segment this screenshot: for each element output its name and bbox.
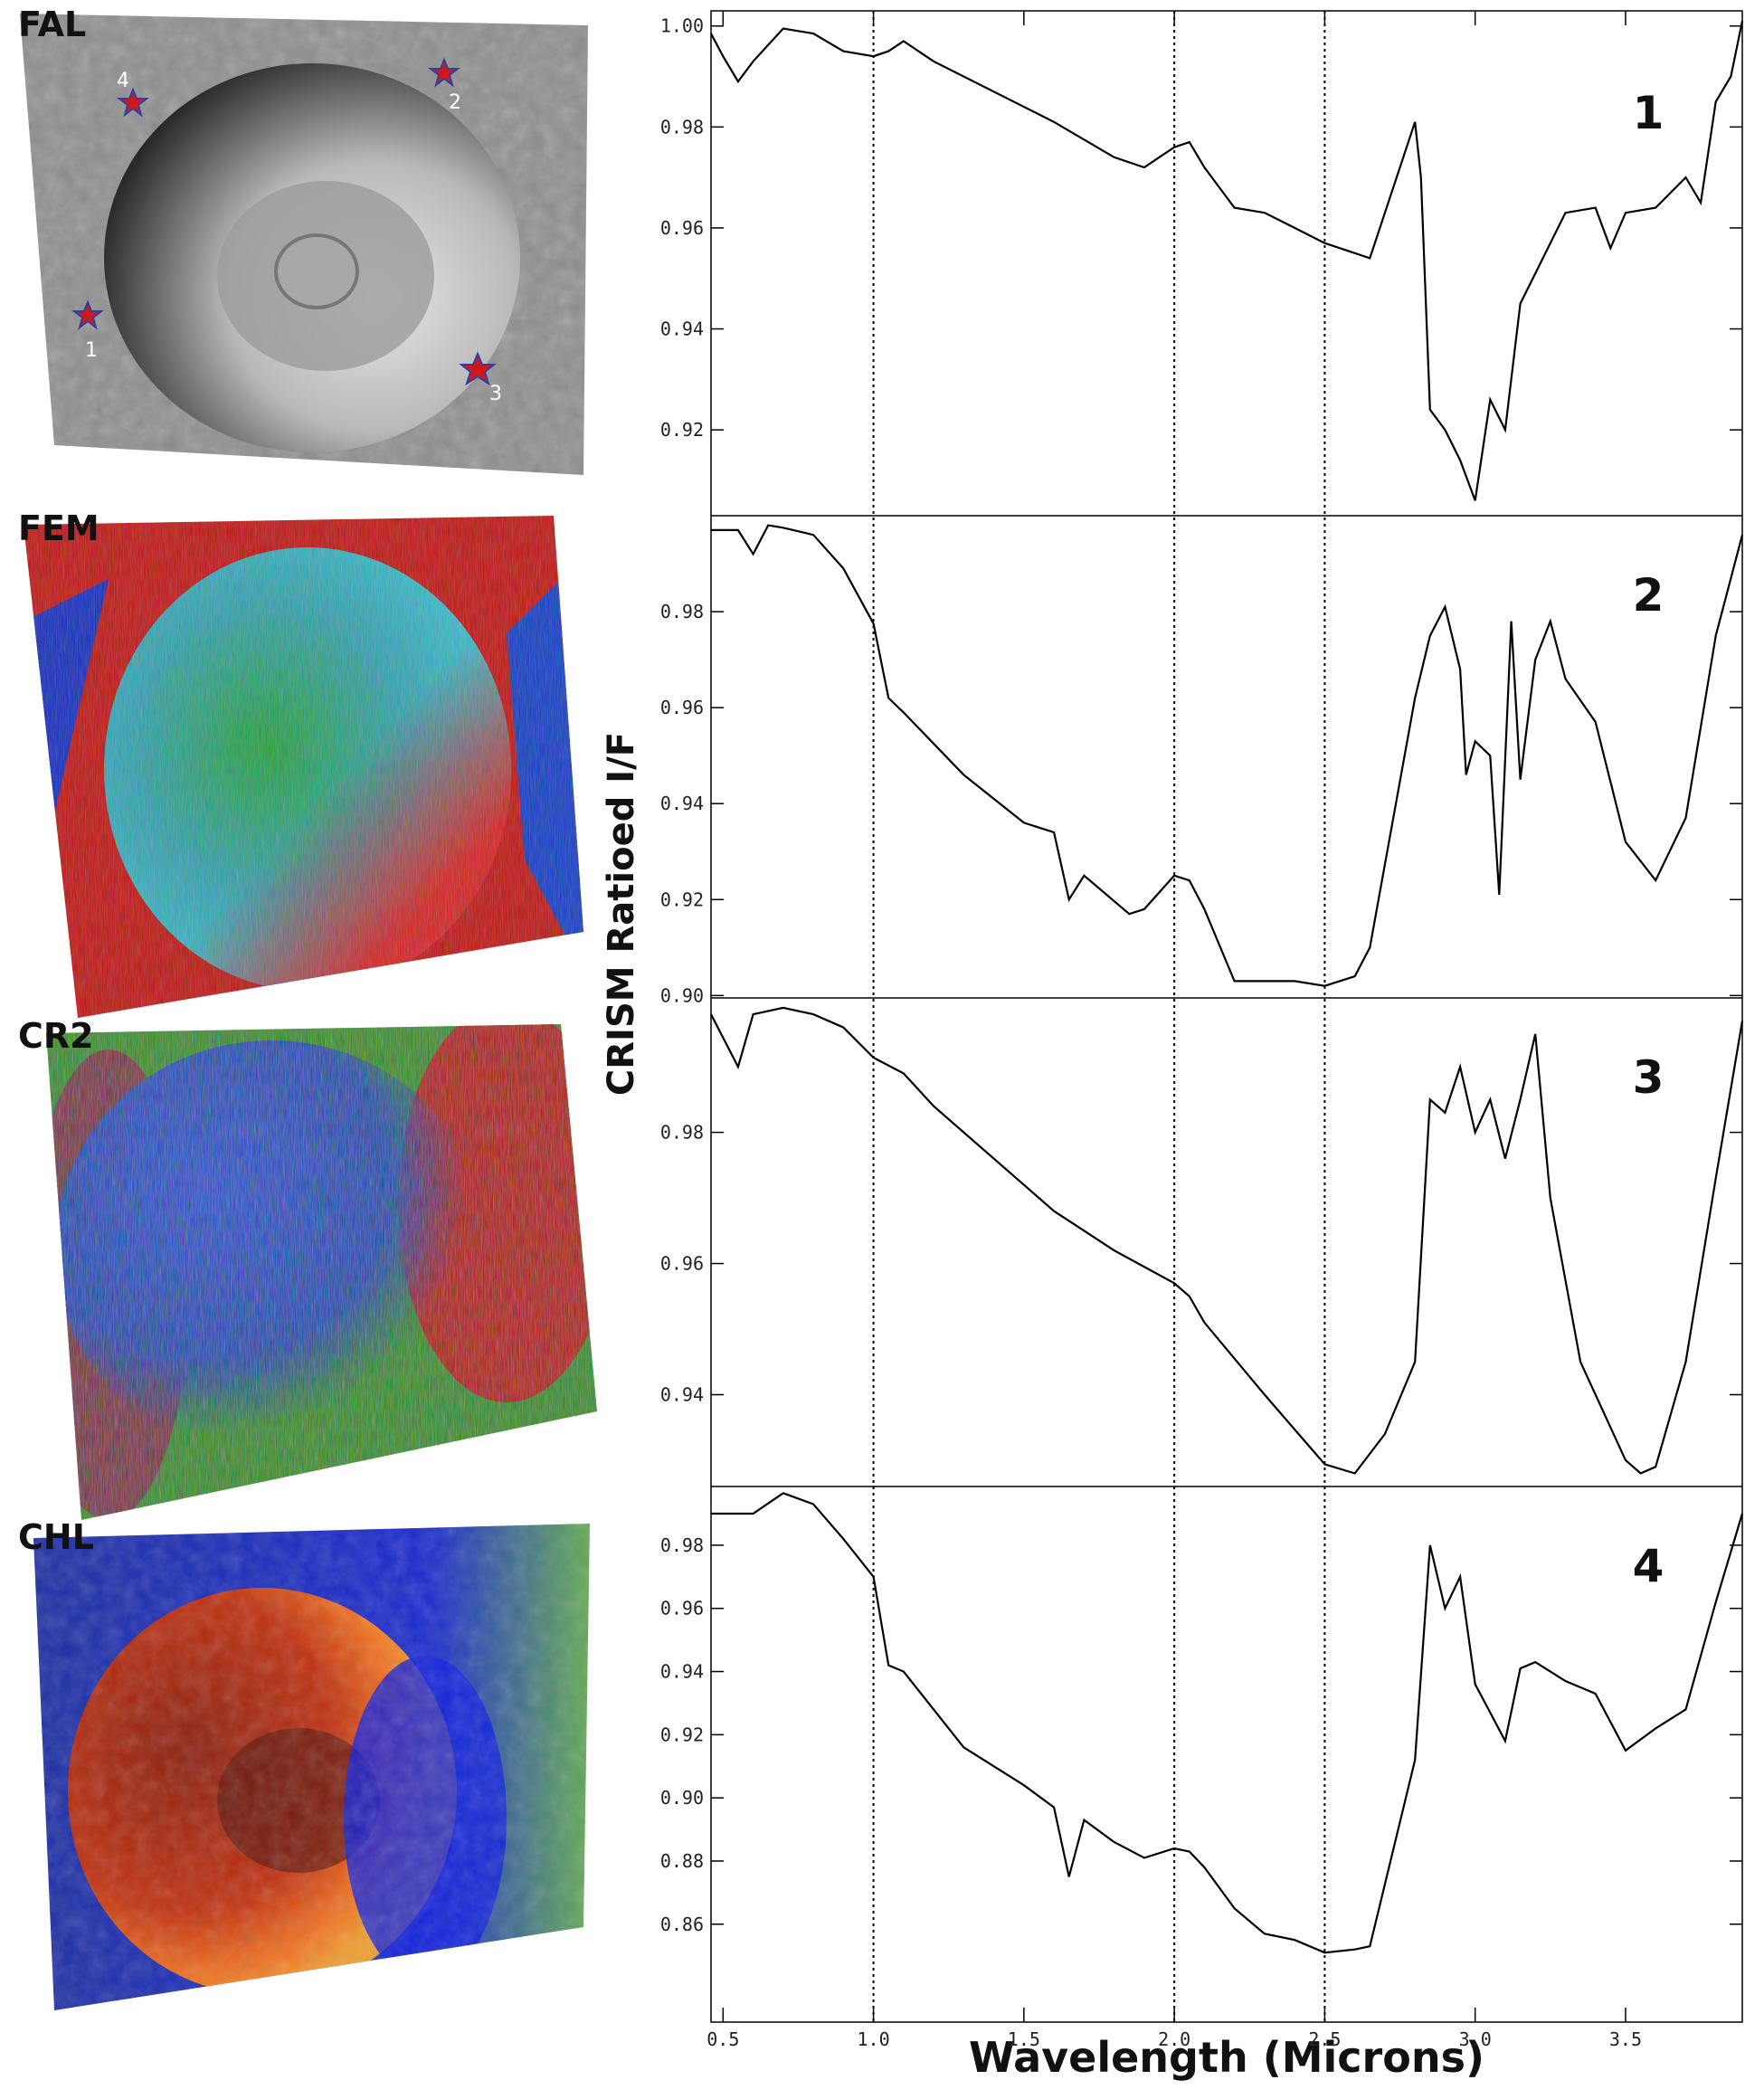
x-tick-label: 2.5 (1308, 2028, 1341, 2050)
y-tick-label: 0.96 (660, 1598, 704, 1619)
y-tick-label: 0.92 (660, 1724, 704, 1745)
y-tick-label: 0.90 (660, 984, 704, 1006)
spectrum-line (711, 524, 1744, 987)
y-tick-label: 1.00 (660, 15, 704, 37)
fal-markers (71, 57, 497, 386)
x-tick-label: 1.0 (858, 2028, 890, 2050)
y-tick-label: 0.86 (660, 1914, 704, 1935)
panel-label: 1 (1633, 87, 1664, 139)
chl-image (33, 1524, 590, 2010)
panel-label: 2 (1633, 569, 1664, 622)
marker-label: 4 (117, 70, 129, 92)
x-tick-label: 0.5 (707, 2028, 739, 2050)
y-tick-label: 0.96 (660, 217, 704, 239)
fal-image (20, 14, 588, 475)
y-tick-label: 0.90 (660, 1787, 704, 1809)
y-tick-label: 0.88 (660, 1850, 704, 1872)
y-tick-label: 0.94 (660, 318, 704, 340)
x-tick-label: 3.5 (1609, 2028, 1642, 2050)
y-tick-label: 0.96 (660, 697, 704, 718)
y-tick-label: 0.94 (660, 793, 704, 814)
y-tick-label: 0.92 (660, 888, 704, 910)
y-tick-label: 0.94 (660, 1661, 704, 1683)
x-tick-label: 2.0 (1158, 2028, 1190, 2050)
y-tick-label: 0.98 (660, 601, 704, 622)
y-tick-label: 0.98 (660, 1122, 704, 1144)
marker-label: 3 (489, 383, 502, 405)
y-tick-label: 0.96 (660, 1253, 704, 1275)
cr2-image (46, 1024, 597, 1520)
image-label: CR2 (18, 1016, 94, 1056)
x-tick-label: 1.5 (1008, 2028, 1040, 2050)
marker-label: 1 (85, 339, 98, 362)
image-label: FAL (18, 5, 86, 44)
y-tick-label: 0.98 (660, 116, 704, 138)
image-label: CHL (18, 1517, 94, 1557)
panel-label: 4 (1633, 1540, 1664, 1592)
y-tick-label: 0.94 (660, 1384, 704, 1406)
fem-image (24, 516, 583, 1018)
marker-label: 2 (449, 91, 461, 114)
plot-area: 0.5 1.0 1.5 2.0 2.5 3.0 3.5 0.92 0.94 0.96 0.98 1.0… (660, 10, 1744, 2050)
x-tick-label: 3.0 (1459, 2028, 1492, 2050)
image-label: FEM (18, 508, 100, 548)
spectrum-line (711, 1492, 1744, 1954)
y-tick-label: 0.92 (660, 419, 704, 441)
plot-frame (710, 10, 1743, 2023)
y-tick-label: 0.98 (660, 1534, 704, 1556)
x-axis-title: Wavelength (Microns) (969, 2033, 1484, 2082)
y-axis-title: CRISM Ratioed I/F (601, 732, 642, 1096)
spectrum-line (710, 20, 1744, 501)
panel-label: 3 (1633, 1051, 1664, 1104)
spectrum-line (710, 1006, 1744, 1475)
